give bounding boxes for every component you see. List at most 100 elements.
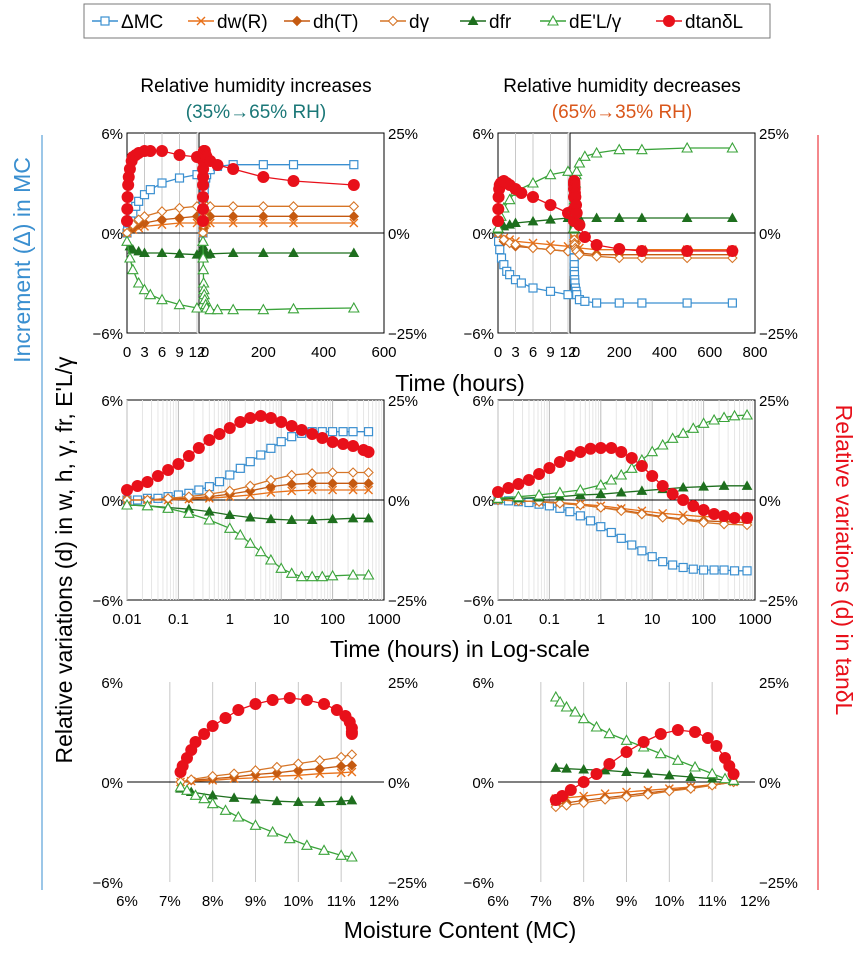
header-left-subtitle: (35%→65% RH)	[186, 102, 326, 123]
data-point	[271, 761, 283, 773]
data-point	[197, 215, 209, 227]
data-point	[727, 298, 737, 308]
data-point	[347, 440, 360, 452]
x-tick-label: 0.1	[168, 611, 189, 628]
panel-mc-increase: 6% 0% −6% 25% 0% −25% 6% 7% 8% 9% 10% 11% 12%	[93, 675, 427, 910]
data-point	[300, 839, 313, 850]
data-point	[335, 795, 347, 806]
data-point	[614, 298, 624, 308]
data-point	[306, 468, 318, 479]
data-point	[346, 760, 358, 771]
header-right-title: Relative humidity decreases	[503, 76, 741, 97]
data-point	[363, 467, 374, 478]
x-tick-label: 6%	[116, 893, 138, 910]
right-tick-label: 0%	[759, 226, 781, 243]
data-point	[189, 789, 202, 800]
data-point	[194, 485, 204, 495]
data-point	[126, 263, 139, 275]
data-point	[527, 176, 539, 188]
data-point	[663, 769, 675, 780]
data-point	[595, 488, 607, 499]
x-tick-label: 1	[226, 611, 234, 628]
right-tick-label: 0%	[388, 775, 410, 792]
series-dfr	[197, 235, 360, 259]
data-point	[348, 201, 360, 212]
data-point	[266, 694, 279, 706]
series-del	[121, 235, 203, 313]
legend-label: dtanδL	[685, 12, 743, 33]
data-point	[510, 239, 521, 250]
data-point	[347, 568, 359, 580]
data-point	[249, 698, 262, 710]
data-point	[492, 486, 504, 498]
data-point	[132, 276, 145, 288]
data-point	[654, 728, 667, 740]
legend-label: dE'L/γ	[569, 12, 622, 33]
data-point	[174, 248, 185, 258]
x-tick-label: 0.1	[539, 611, 560, 628]
data-point	[227, 211, 239, 222]
data-point	[139, 247, 150, 257]
data-point	[182, 507, 195, 518]
data-point	[502, 482, 515, 494]
left-tick-label: 0%	[472, 493, 494, 510]
x-tick-label: 1	[597, 611, 605, 628]
data-point	[185, 774, 197, 785]
data-point	[264, 412, 277, 424]
data-point	[250, 765, 261, 776]
data-point	[337, 438, 350, 450]
data-point	[681, 212, 693, 222]
data-point	[741, 480, 753, 490]
right-tick-label: 25%	[388, 675, 418, 692]
series-dh	[197, 211, 360, 239]
data-point	[550, 762, 562, 772]
data-point	[577, 776, 590, 788]
data-point	[257, 303, 270, 315]
data-point	[578, 150, 591, 161]
data-point	[306, 478, 318, 489]
data-point	[671, 754, 684, 765]
x-tick-label: 3	[140, 344, 148, 361]
data-point	[697, 504, 710, 516]
data-point	[219, 804, 232, 815]
data-point	[613, 143, 626, 155]
data-point	[718, 480, 730, 490]
data-point	[121, 498, 133, 510]
left-tick-label: −6%	[464, 875, 494, 892]
data-point	[512, 478, 525, 490]
data-point	[615, 505, 627, 517]
data-point	[573, 156, 586, 168]
legend: ΔMC dw(R) dh(T) dγ dfr dE'L/γ dtanδL	[83, 3, 771, 39]
data-point	[564, 784, 577, 796]
data-point	[207, 770, 218, 782]
data-point	[729, 566, 740, 576]
data-point	[668, 560, 678, 570]
data-point	[637, 546, 647, 556]
x-tick-label: 8%	[573, 893, 595, 910]
data-point	[156, 145, 168, 157]
series-line	[202, 241, 354, 256]
data-point	[156, 293, 168, 305]
data-point	[362, 568, 375, 580]
mc-axis-label: Moisture Content (MC)	[344, 917, 577, 943]
data-point	[495, 245, 505, 255]
data-point	[141, 476, 154, 488]
data-point	[156, 206, 168, 217]
data-point	[244, 412, 257, 424]
series-dtan	[492, 442, 754, 524]
data-point	[642, 789, 654, 800]
data-point	[227, 303, 240, 315]
data-point	[349, 160, 359, 170]
data-point	[590, 239, 603, 251]
data-point	[250, 793, 261, 804]
data-point	[594, 478, 607, 490]
data-point	[742, 566, 752, 576]
legend-marker	[196, 16, 206, 26]
left-tick-label: −6%	[93, 593, 123, 610]
x-tick-label: 10%	[283, 893, 313, 910]
x-tick-label: 11%	[327, 893, 356, 910]
data-point	[574, 446, 587, 458]
data-point	[615, 486, 627, 497]
series-dtan	[121, 145, 203, 227]
data-point	[666, 432, 679, 443]
